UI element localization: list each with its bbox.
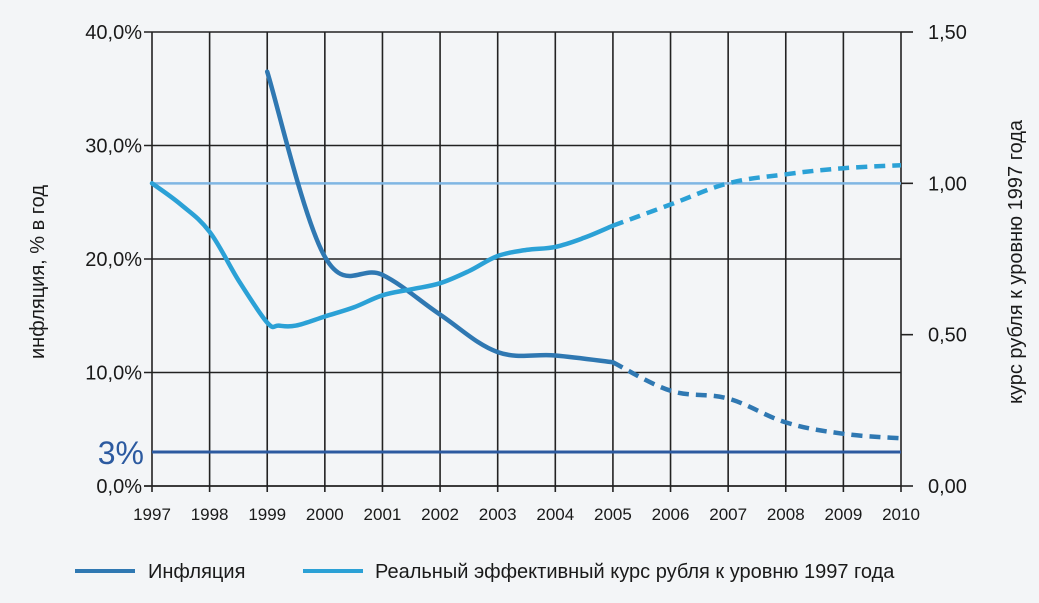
y-axis-right-tick-label: 1,50 bbox=[928, 22, 967, 44]
x-axis-tick-label: 2006 bbox=[652, 505, 690, 524]
y-axis-right-tick-label: 0,00 bbox=[928, 476, 967, 498]
series-line-inflation-solid bbox=[264, 69, 616, 365]
x-axis-tick-label: 2002 bbox=[421, 505, 459, 524]
x-axis-tick-label: 1997 bbox=[133, 505, 171, 524]
x-axis-tick-label: 2001 bbox=[364, 505, 402, 524]
series-line-exchange-rate-solid bbox=[149, 181, 616, 330]
x-axis-tick-label: 2007 bbox=[709, 505, 747, 524]
y-axis-left-tick-label: 40,0% bbox=[85, 22, 142, 44]
x-axis-tick-label: 2009 bbox=[824, 505, 862, 524]
y-axis-left-tick-label: 10,0% bbox=[85, 363, 142, 385]
reference-lines: 3% bbox=[98, 182, 901, 471]
y-axis-left-tick-label: 30,0% bbox=[85, 136, 142, 158]
x-axis-tick-label: 2003 bbox=[479, 505, 517, 524]
x-axis-tick-label: 2008 bbox=[767, 505, 805, 524]
x-axis-tick-label: 1998 bbox=[191, 505, 229, 524]
legend-label-inflation: Инфляция bbox=[148, 561, 245, 583]
series-line-inflation-dashed bbox=[611, 360, 902, 441]
y-axis-left-tick-label: 20,0% bbox=[85, 249, 142, 271]
x-axis-tick-label: 2005 bbox=[594, 505, 632, 524]
series-line-exchange-rate-dashed bbox=[612, 162, 902, 228]
tick-labels: 0,0% 10,0% 20,0% 30,0% 40,0% 0,00 0,50 1,00 1,50… bbox=[85, 22, 967, 524]
y-axis-left-tick-label: 0,0% bbox=[96, 476, 142, 498]
y-axis-right-tick-label: 0,50 bbox=[928, 325, 967, 347]
x-axis-tick-label: 2010 bbox=[882, 505, 920, 524]
grid-lines bbox=[144, 31, 913, 492]
legend: Инфляция Реальный эффективный курс рубля… bbox=[75, 561, 895, 583]
legend-label-exchange-rate: Реальный эффективный курс рубля к уровню… bbox=[375, 561, 895, 583]
x-axis-tick-label: 2004 bbox=[536, 505, 574, 524]
y-axis-left-title: инфляция, % в год bbox=[27, 185, 49, 359]
y-axis-right-tick-label: 1,00 bbox=[928, 173, 967, 195]
x-axis-tick-label: 1999 bbox=[248, 505, 286, 524]
y-axis-right-title: курс рубля к уровню 1997 года bbox=[1005, 119, 1027, 404]
reference-label-inflation-target: 3% bbox=[98, 435, 144, 471]
x-axis-tick-label: 2000 bbox=[306, 505, 344, 524]
data-series bbox=[149, 69, 902, 441]
